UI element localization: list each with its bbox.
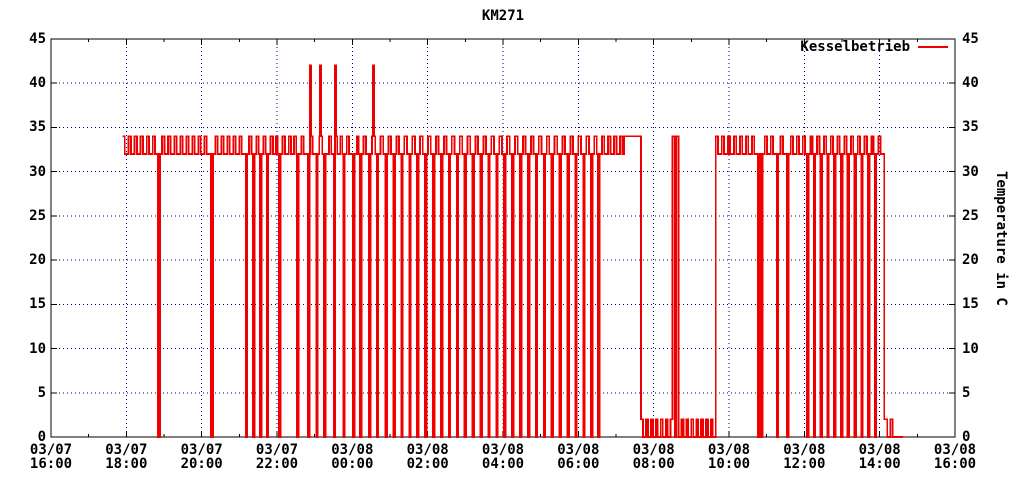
x-axis-tick-label-date: 03/07	[105, 442, 148, 458]
y-axis-tick-label-left: 15	[29, 296, 46, 313]
x-axis-tick-label-time: 06:00	[557, 456, 600, 472]
y-axis-tick-label-left: 40	[29, 75, 46, 92]
y-axis-tick-label-left: 25	[29, 207, 46, 224]
x-axis-tick-label-time: 12:00	[783, 456, 826, 472]
y-axis-tick-label-right: 15	[962, 296, 979, 313]
x-axis-tick-label-date: 03/08	[783, 442, 826, 458]
x-axis-tick-label-date: 03/08	[632, 442, 675, 458]
x-axis-tick-label-time: 16:00	[29, 456, 73, 472]
y-axis-tick-label-right: 10	[962, 340, 979, 357]
y-axis-tick-label-left: 5	[37, 384, 46, 401]
x-axis-tick-label-date: 03/08	[331, 442, 374, 458]
x-axis-tick-label-date: 03/08	[707, 442, 751, 458]
y-axis-tick-label-left: 10	[29, 340, 46, 357]
x-axis-tick-label-time: 18:00	[105, 456, 148, 472]
y-axis-tick-label-left: 35	[29, 119, 46, 136]
y-axis-tick-label-right: 25	[962, 207, 979, 224]
x-axis-tick-label-time: 04:00	[481, 456, 525, 472]
x-axis-tick-label-time: 16:00	[933, 456, 977, 472]
x-axis-tick-label-time: 20:00	[180, 456, 223, 472]
x-axis-tick-label-date: 03/08	[933, 442, 977, 458]
y-axis-tick-label-right: 45	[962, 31, 979, 47]
x-axis-tick-label-date: 03/08	[557, 442, 600, 458]
x-axis-tick-label-time: 02:00	[406, 456, 449, 472]
x-axis-tick-label-date: 03/08	[481, 442, 525, 458]
x-axis-tick-label-time: 14:00	[858, 456, 901, 472]
series-path-kesselbetrieb	[122, 64, 903, 438]
x-axis-tick-label-time: 00:00	[331, 456, 374, 472]
y-axis-tick-label-right: 20	[962, 252, 979, 269]
x-axis-tick-label-time: 08:00	[632, 456, 675, 472]
x-axis-tick-label-date: 03/07	[29, 442, 73, 458]
y-axis-tick-label-right: 35	[962, 119, 979, 136]
y-axis-tick-label-right: 30	[962, 163, 979, 180]
y-axis-tick-label-left: 20	[29, 252, 46, 269]
x-axis-tick-label-date: 03/08	[406, 442, 449, 458]
x-axis-tick-label-time: 10:00	[707, 456, 751, 472]
y-axis-tick-label-left: 0	[37, 429, 46, 445]
x-axis-tick-label-date: 03/07	[255, 442, 299, 458]
x-axis-tick-label-time: 22:00	[255, 456, 299, 472]
legend-label: Kesselbetrieb	[800, 39, 910, 55]
chart-title: KM271	[481, 8, 525, 24]
x-axis-tick-label-date: 03/08	[858, 442, 901, 458]
y-axis-tick-label-right: 40	[962, 75, 979, 92]
legend-line-sample	[918, 46, 948, 48]
x-axis-tick-label-date: 03/07	[180, 442, 223, 458]
y-axis-tick-label-left: 45	[29, 31, 46, 47]
y-axis-tick-label-right: 5	[962, 384, 971, 401]
y-axis-tick-label-right: 0	[962, 429, 971, 445]
y-axis-tick-label-left: 30	[29, 163, 46, 180]
y2-axis-title: Temperature in C	[993, 170, 1009, 306]
plot-border	[50, 38, 956, 438]
